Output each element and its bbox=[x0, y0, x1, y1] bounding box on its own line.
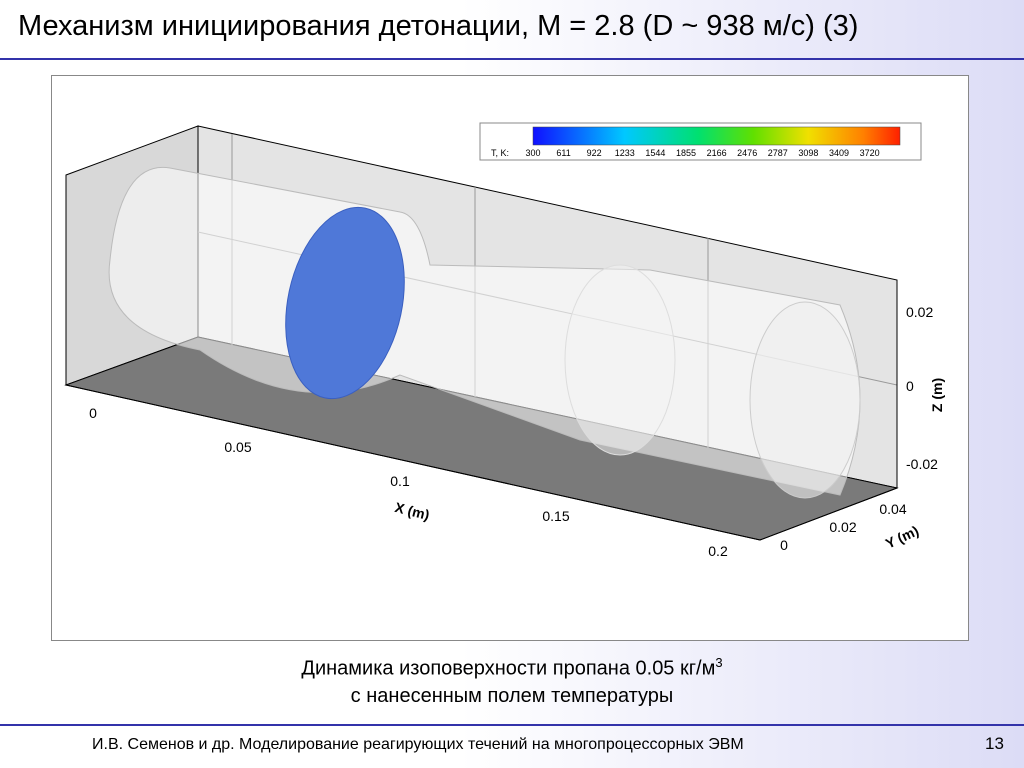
detonation-front bbox=[285, 206, 405, 400]
colorbar-tick: 1233 bbox=[615, 148, 635, 158]
colorbar-label: T, K: bbox=[491, 148, 509, 158]
colorbar-tick: 300 bbox=[525, 148, 540, 158]
x-tick-label: 0.1 bbox=[390, 473, 410, 489]
z-axis-label: Z (m) bbox=[929, 378, 945, 412]
colorbar-tick: 1544 bbox=[645, 148, 665, 158]
footer-text: И.В. Семенов и др. Моделирование реагиру… bbox=[92, 736, 744, 753]
z-tick-label: 0.02 bbox=[906, 304, 933, 320]
caption-sup: 3 bbox=[715, 655, 723, 670]
ticks bbox=[65, 280, 898, 541]
colorbar-tick: 611 bbox=[556, 148, 570, 158]
colorbar-tick: 3720 bbox=[860, 148, 880, 158]
x-tick-label: 0 bbox=[89, 405, 97, 421]
page-number: 13 bbox=[985, 734, 1004, 753]
cylinder-section bbox=[564, 264, 676, 456]
y-tick-label: 0.04 bbox=[879, 501, 906, 517]
caption-line: Динамика изоповерхности пропана 0.05 кг/… bbox=[0, 655, 1024, 681]
cylinder-end bbox=[749, 301, 861, 499]
caption-text: Динамика изоповерхности пропана 0.05 кг/… bbox=[301, 657, 716, 680]
colorbar bbox=[532, 126, 901, 146]
z-tick-label: 0 bbox=[906, 378, 914, 394]
y-tick-label: 0 bbox=[780, 537, 788, 553]
colorbar-tick: 3098 bbox=[798, 148, 818, 158]
caption-line: с нанесенным полем температуры bbox=[350, 685, 674, 707]
colorbar-tick: 2787 bbox=[768, 148, 788, 158]
scene: T, K: 300 611 922 1233 1544 1855 2166 2476 2787 30… bbox=[64, 122, 945, 559]
figure: T, K: 300 611 922 1233 1544 1855 2166 2476 2787 30… bbox=[51, 75, 969, 641]
y-tick-label: 0.02 bbox=[829, 519, 856, 535]
footer-rule bbox=[0, 724, 1024, 726]
colorbar-tick: 3409 bbox=[829, 148, 849, 158]
x-tick-label: 0.15 bbox=[542, 508, 569, 524]
colorbar-tick: 922 bbox=[587, 148, 602, 158]
title-rule bbox=[0, 58, 1024, 60]
colorbar-tick: 2476 bbox=[737, 148, 757, 158]
slide-title: Механизм инициирования детонации, M = 2.… bbox=[18, 10, 859, 42]
x-tick-label: 0.05 bbox=[224, 439, 251, 455]
z-tick-label: -0.02 bbox=[906, 456, 938, 472]
x-tick-label: 0.2 bbox=[708, 543, 728, 559]
colorbar-tick: 1855 bbox=[676, 148, 696, 158]
colorbar-tick: 2166 bbox=[707, 148, 727, 158]
